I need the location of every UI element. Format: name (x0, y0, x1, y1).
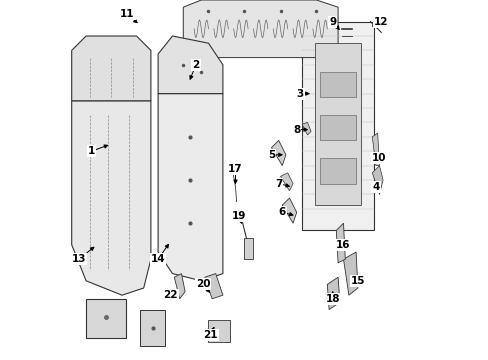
Polygon shape (183, 0, 337, 58)
Text: 16: 16 (336, 240, 350, 250)
Text: 11: 11 (120, 9, 135, 19)
Text: 22: 22 (163, 290, 178, 300)
Polygon shape (158, 94, 223, 281)
Text: 4: 4 (371, 182, 379, 192)
Text: 20: 20 (196, 279, 210, 289)
Polygon shape (174, 274, 185, 299)
Polygon shape (271, 140, 285, 166)
Polygon shape (86, 299, 125, 338)
Polygon shape (371, 133, 379, 166)
Text: 7: 7 (274, 179, 282, 189)
Polygon shape (158, 36, 223, 94)
Polygon shape (343, 252, 357, 295)
Polygon shape (282, 198, 296, 223)
Polygon shape (336, 223, 345, 263)
Text: 19: 19 (231, 211, 246, 221)
Polygon shape (208, 320, 230, 342)
Text: 15: 15 (350, 276, 365, 286)
Polygon shape (280, 173, 292, 191)
Text: 13: 13 (72, 254, 86, 264)
Polygon shape (320, 158, 355, 184)
Text: 3: 3 (296, 89, 304, 99)
Polygon shape (320, 115, 355, 140)
Text: 10: 10 (371, 153, 386, 163)
Text: 2: 2 (192, 60, 199, 70)
Polygon shape (314, 43, 361, 205)
Text: 1: 1 (88, 146, 95, 156)
Polygon shape (140, 310, 165, 346)
Polygon shape (326, 277, 339, 310)
Polygon shape (302, 122, 310, 135)
Polygon shape (72, 36, 151, 101)
Text: 17: 17 (228, 164, 243, 174)
Polygon shape (204, 274, 223, 299)
Text: 12: 12 (373, 17, 388, 27)
Polygon shape (244, 238, 253, 259)
Polygon shape (302, 22, 373, 230)
Polygon shape (371, 166, 382, 194)
Text: 18: 18 (325, 294, 339, 304)
Polygon shape (320, 72, 355, 97)
Text: 14: 14 (150, 254, 165, 264)
Text: 21: 21 (203, 330, 217, 340)
Text: 8: 8 (292, 125, 300, 135)
Text: 5: 5 (267, 150, 275, 160)
Text: 6: 6 (278, 207, 285, 217)
Polygon shape (72, 101, 151, 295)
Text: 9: 9 (328, 17, 336, 27)
